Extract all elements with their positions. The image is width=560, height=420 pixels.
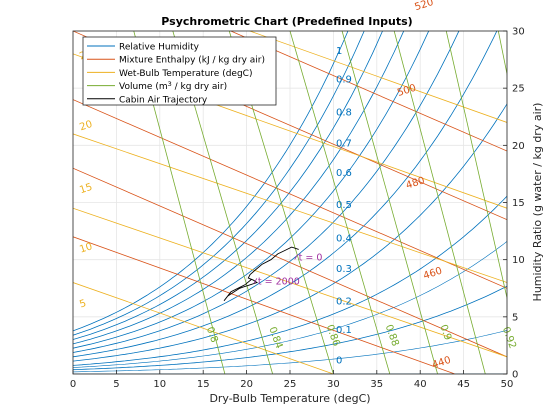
volume-label: 0.9	[437, 323, 453, 342]
rh-curve	[73, 330, 507, 373]
rh-label: 0.4	[336, 233, 352, 244]
wetbulb-label: 10	[78, 241, 94, 255]
y-axis: 0 5 10 15 20 25 30	[503, 27, 525, 381]
rh-curve	[73, 103, 507, 362]
rh-curve	[73, 285, 507, 371]
trajectory-annotation: t = 0	[299, 252, 323, 263]
wetbulb-line	[248, 31, 507, 123]
legend-label: Relative Humidity	[119, 43, 200, 53]
enthalpy-line	[73, 167, 507, 358]
rh-curve	[73, 31, 430, 349]
x-tick-label: 25	[284, 379, 297, 390]
rh-label: 0.5	[336, 200, 352, 211]
annotation-marker	[294, 254, 299, 260]
rh-label: 0.2	[336, 296, 352, 307]
volume-line	[393, 31, 486, 374]
y-axis-label: Humidity Ratio (g water / kg dry air)	[531, 103, 544, 302]
wetbulb-line	[73, 133, 507, 283]
rh-curve	[73, 31, 383, 340]
y-tick-label: 0	[512, 370, 518, 381]
rh-label: 0.7	[336, 138, 352, 149]
x-axis: 0 5 10 15 20 25 30 35 40 45 50	[70, 370, 514, 390]
x-tick-label: 10	[153, 379, 166, 390]
trajectory-line	[223, 246, 299, 302]
volume-line	[289, 31, 391, 374]
legend-label: Volume (m3 / kg dry air)	[119, 80, 227, 92]
rh-curve	[73, 31, 498, 358]
y-tick-label: 30	[512, 27, 525, 38]
x-tick-label: 50	[501, 379, 514, 390]
enthalpy-line	[73, 236, 456, 374]
x-tick-label: 15	[197, 379, 210, 390]
enthalpy-line	[73, 99, 507, 289]
wetbulb-line	[73, 282, 334, 374]
enthalpy-label: 520	[413, 0, 435, 13]
legend: Relative Humidity Mixture Enthalpy (kJ / …	[82, 36, 277, 106]
rh-label: 0.1	[336, 325, 352, 336]
x-tick-label: 30	[327, 379, 340, 390]
y-tick-label: 5	[512, 312, 518, 323]
wetbulb-label: 20	[78, 119, 94, 133]
wetbulb-line	[73, 207, 507, 358]
rh-label: 0.9	[336, 74, 352, 85]
rh-curve	[73, 31, 460, 353]
y-tick-label: 15	[512, 198, 525, 209]
rh-label: 0.3	[336, 264, 352, 275]
legend-box	[82, 36, 277, 106]
wetbulb-label: 5	[78, 298, 87, 310]
rh-curve	[73, 241, 507, 368]
legend-label: Wet-Bulb Temperature (degC)	[119, 69, 252, 79]
annotation-marker	[253, 278, 258, 284]
trajectory-annotation: t = 2000	[258, 276, 300, 287]
rh-label: 0	[336, 356, 342, 367]
x-tick-label: 20	[240, 379, 253, 390]
rh-curve	[73, 31, 365, 336]
psychrometric-curves: 4404604805005205101520250.80.840.860.880…	[73, 0, 518, 374]
rh-label: 0.6	[336, 168, 352, 179]
x-tick-label: 0	[70, 379, 76, 390]
x-tick-label: 40	[414, 379, 427, 390]
volume-label: 0.8	[204, 326, 220, 345]
volume-line	[497, 31, 507, 76]
y-tick-label: 20	[512, 141, 525, 152]
volume-line	[341, 31, 438, 374]
x-tick-label: 45	[457, 379, 470, 390]
rh-label: 0.8	[336, 108, 352, 119]
y-tick-label: 10	[512, 255, 525, 266]
rh-curve	[73, 31, 349, 332]
legend-label: Cabin Air Trajectory	[119, 95, 208, 105]
rh-label: 1	[336, 46, 342, 57]
volume-line	[445, 31, 507, 300]
rh-curve	[73, 31, 405, 345]
x-tick-label: 35	[370, 379, 383, 390]
cabin-air-trajectory: t = 0 t = 2000	[223, 246, 323, 302]
y-tick-label: 25	[512, 84, 525, 95]
x-axis-label: Dry-Bulb Temperature (degC)	[209, 392, 370, 405]
x-tick-label: 5	[113, 379, 119, 390]
enthalpy-line	[229, 31, 507, 152]
wetbulb-label: 15	[78, 182, 94, 196]
chart-title: Psychrometric Chart (Predefined Inputs)	[161, 15, 412, 28]
legend-label: Mixture Enthalpy (kJ / kg dry air)	[119, 56, 265, 66]
